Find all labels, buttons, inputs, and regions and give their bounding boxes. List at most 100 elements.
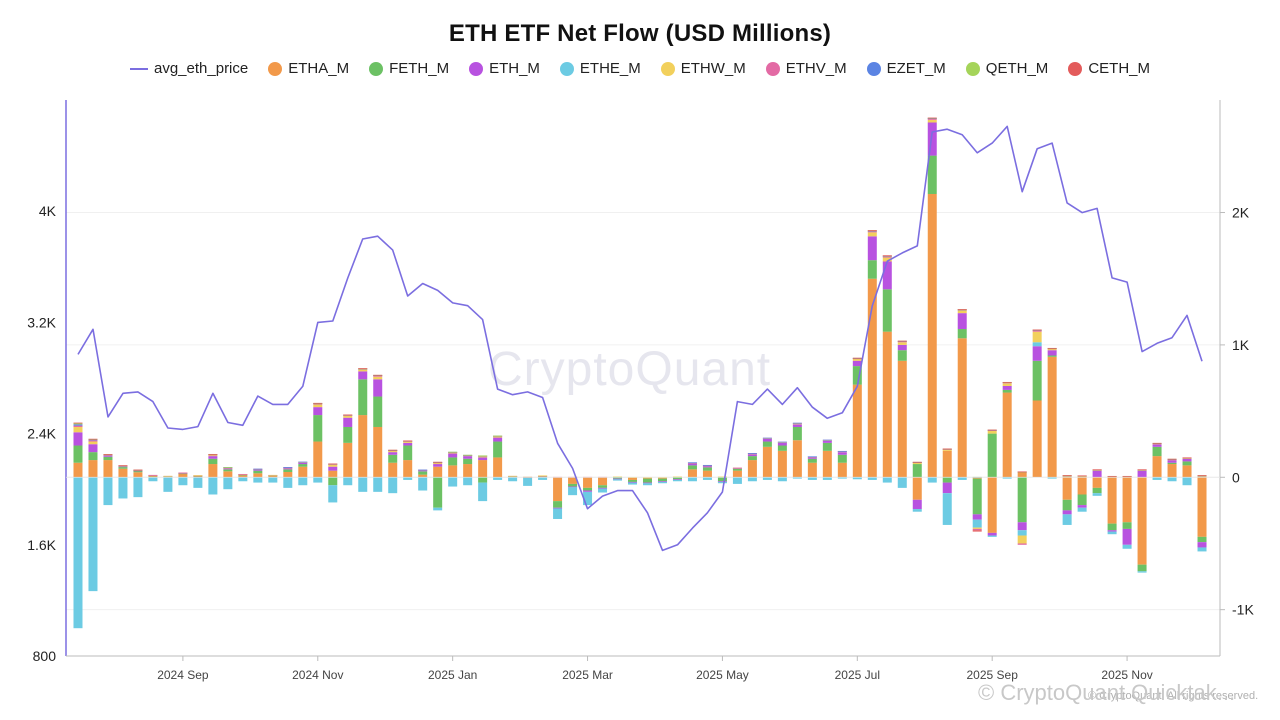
bar-segment-eth — [223, 468, 233, 470]
bar-segment-ethw — [912, 462, 922, 465]
bar-segment-ethe — [448, 477, 458, 487]
legend-label: ETH_M — [489, 60, 540, 77]
bar-segment-etha — [1062, 477, 1072, 500]
bar-segment-feth — [732, 468, 742, 471]
bar-segment-ethe — [1062, 514, 1072, 525]
bar-segment-ceth — [403, 440, 413, 442]
bar-segment-feth — [373, 396, 383, 427]
bar-segment-qeth — [448, 451, 458, 453]
bar-segment-eth — [927, 122, 937, 156]
bar-segment-ethe — [508, 477, 518, 482]
bar-segment-feth — [418, 471, 428, 475]
bar-segment-etha — [927, 193, 937, 478]
legend-item-ethe[interactable]: ETHE_M — [559, 60, 641, 77]
bar-segment-ezet — [747, 453, 757, 454]
bar-segment-ethe — [388, 477, 398, 494]
bar-segment-ethe — [238, 477, 248, 482]
bar-segment-etha — [897, 360, 907, 478]
bar-segment-ceth — [957, 309, 967, 310]
bar-segment-ethe — [178, 477, 188, 486]
bar-segment-eth — [792, 424, 802, 427]
bar-segment-eth — [403, 442, 413, 446]
bar-segment-eth — [1032, 346, 1042, 361]
bar-segment-etha — [178, 473, 188, 478]
bar-segment-feth — [583, 487, 593, 491]
bar-segment-ethe — [208, 477, 218, 495]
bar-segment-qeth — [463, 454, 473, 456]
bar-segment-ceth — [882, 255, 892, 257]
bar-segment-ceth — [1092, 469, 1102, 471]
bar-segment-etha — [882, 331, 892, 478]
legend-item-ethw[interactable]: ETHW_M — [660, 60, 746, 77]
bar-segment-eth — [298, 462, 308, 465]
bar-segment-ceth — [987, 429, 997, 431]
x-axis-tick-label: 2025 Jul — [835, 668, 880, 682]
bar-segment-eth — [73, 432, 83, 446]
bar-segment-feth — [837, 454, 847, 463]
bar-segment-ethe — [927, 477, 937, 483]
bar-segment-feth — [702, 467, 712, 471]
bar-segment-eth — [717, 481, 727, 483]
legend-swatch-dot — [765, 61, 780, 76]
right-axis-tick-label: 0 — [1232, 469, 1240, 485]
bar-segment-ethe — [822, 477, 832, 480]
legend-item-ethv[interactable]: ETHV_M — [765, 60, 847, 77]
bar-segment-ceth — [1197, 475, 1207, 476]
bar-segment-eth — [628, 481, 638, 483]
bar-segment-ethe — [73, 477, 83, 629]
bar-segment-etha — [373, 426, 383, 478]
bar-segment-etha — [103, 460, 113, 478]
bar-segment-ethw — [852, 358, 862, 361]
bar-segment-ethw — [957, 310, 967, 314]
bar-segment-etha — [1197, 477, 1207, 537]
bar-segment-ceth — [1017, 471, 1027, 473]
legend-item-ezet[interactable]: EZET_M — [866, 60, 946, 77]
bar-segment-feth — [388, 454, 398, 463]
bar-segment-eth — [313, 407, 323, 416]
bar-segment-feth — [358, 379, 368, 416]
bar-segment-feth — [642, 478, 652, 483]
bar-segment-etha — [253, 473, 263, 478]
bar-segment-etha — [73, 462, 83, 478]
bar-segment-ceth — [433, 461, 443, 463]
legend-item-etha[interactable]: ETHA_M — [268, 60, 349, 77]
bar-segment-eth — [478, 457, 488, 461]
left-axis-tick-label: 2.4K — [27, 426, 56, 442]
bar-segment-ethe — [912, 509, 922, 512]
legend-item-ceth[interactable]: CETH_M — [1068, 60, 1150, 77]
bar-segment-ethe — [1032, 342, 1042, 347]
bar-segment-etha — [448, 465, 458, 478]
bar-segment-ethe — [942, 493, 952, 525]
bar-segment-ceth — [1032, 329, 1042, 331]
bar-segment-eth — [957, 313, 967, 330]
bar-segment-ezet — [283, 467, 293, 468]
legend-item-feth[interactable]: FETH_M — [369, 60, 449, 77]
bar-segment-feth — [223, 469, 233, 472]
bar-segment-ethw — [343, 415, 353, 418]
bar-segment-ezet — [418, 469, 428, 471]
bar-segment-ethe — [148, 477, 158, 482]
bar-segment-ethw — [1197, 475, 1207, 478]
bar-segment-ethe — [1077, 507, 1087, 512]
legend-item-eth[interactable]: ETH_M — [469, 60, 540, 77]
bar-segment-eth — [912, 499, 922, 510]
bar-segment-ethw — [867, 232, 877, 237]
bar-segment-eth — [103, 455, 113, 457]
bar-segment-ethw — [478, 456, 488, 458]
legend-item-avg-eth-price[interactable]: avg_eth_price — [130, 60, 248, 77]
bar-segment-etha — [1002, 392, 1012, 478]
bar-segment-feth — [103, 456, 113, 461]
bar-segment-eth — [343, 417, 353, 427]
bar-segment-eth — [837, 452, 847, 455]
bar-segment-etha — [1152, 456, 1162, 478]
bar-segment-ethe — [867, 477, 877, 480]
bar-segment-ethe — [553, 508, 563, 519]
bar-segment-ethv — [1017, 543, 1027, 545]
bar-segment-etha — [388, 462, 398, 478]
bar-segment-ceth — [313, 402, 323, 404]
bar-segment-etha — [1092, 477, 1102, 488]
bar-segment-ethe — [328, 485, 338, 503]
bar-segment-ethe — [747, 477, 757, 482]
legend-item-qeth[interactable]: QETH_M — [965, 60, 1048, 77]
bar-segment-ethw — [73, 426, 83, 433]
